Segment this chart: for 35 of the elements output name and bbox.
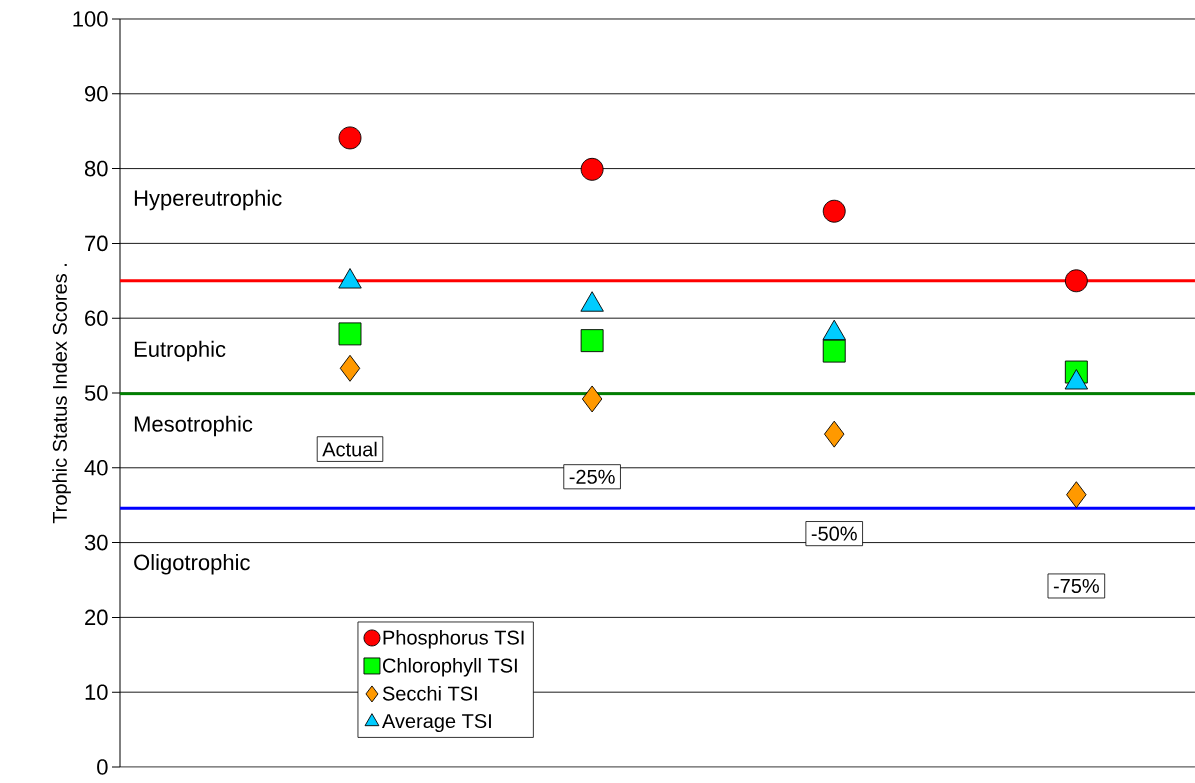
annotation: Hypereutrophic [134, 189, 282, 211]
point [339, 354, 361, 382]
y-tick-label: 90 [85, 85, 108, 102]
point [822, 339, 846, 363]
point [580, 329, 604, 353]
point [580, 157, 604, 181]
y-tick-label: 20 [85, 609, 108, 626]
y-tick-label: 60 [85, 310, 108, 326]
point [1066, 481, 1087, 509]
annotation: Oligotrophic [134, 554, 250, 575]
y-tick-label: 0 [97, 759, 108, 775]
y-tick-label: 50 [84, 385, 108, 401]
annotation: -50% [811, 526, 857, 541]
annotation: Eutrophic [134, 340, 226, 362]
legend-label: Average TSI [382, 713, 491, 733]
point [824, 420, 845, 448]
y-tick-label: 40 [84, 459, 108, 476]
point [822, 199, 846, 223]
annotation: Actual [322, 441, 377, 457]
legend-label: Phosphorus TSI [383, 629, 524, 649]
point [338, 322, 362, 346]
legend-label: Secchi TSI [382, 685, 477, 701]
y-tick-label: 100 [73, 11, 108, 27]
annotation: -25% [569, 469, 615, 484]
annotation: Mesotrophic [134, 415, 253, 437]
y-tick-label: 80 [84, 160, 108, 177]
annotation: -75% [1053, 578, 1099, 593]
y-tick-label: 70 [85, 235, 108, 252]
point [581, 385, 603, 413]
y-tick-label: 10 [85, 684, 108, 700]
point [1064, 269, 1088, 293]
point [338, 126, 362, 150]
y-axis-title: Trophic Status Index Scores . [52, 264, 71, 524]
legend-label: Chlorophyll TSI [382, 657, 517, 677]
y-tick-label: 30 [84, 534, 108, 551]
